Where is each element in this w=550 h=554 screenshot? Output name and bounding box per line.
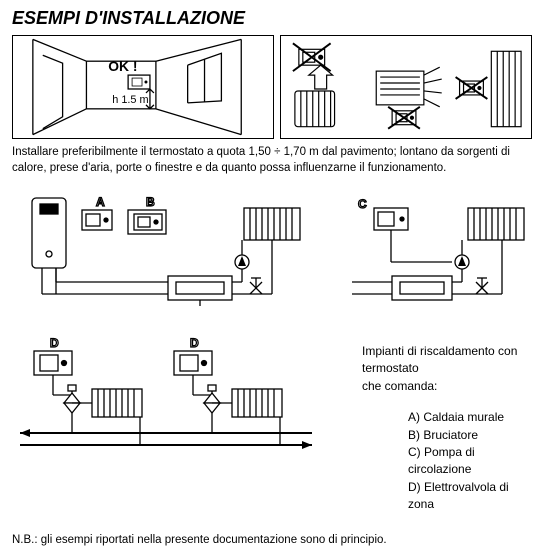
label-c: C xyxy=(358,197,367,211)
bad-window-icon xyxy=(456,51,521,126)
install-caption: Installare preferibilmente il termostato… xyxy=(12,145,538,176)
page-title: ESEMPI D'INSTALLAZIONE xyxy=(12,8,538,29)
diagram-row-1: A B xyxy=(12,194,538,317)
label-d2: D xyxy=(190,337,199,350)
caption-line1: Installare preferibilmente il termostato… xyxy=(12,146,510,158)
diagram-c: C xyxy=(342,194,542,317)
legend-item-c: C) Pompa di circolazione xyxy=(408,444,538,479)
diagram-d: D xyxy=(12,337,332,460)
ok-label: OK ! xyxy=(108,58,137,74)
label-d1: D xyxy=(50,337,59,350)
panel-bad-placements xyxy=(280,35,532,139)
caption-line2: calore, prese d'aria, porte o finestre e… xyxy=(12,162,446,174)
legend-item-d: D) Elettrovalvola di zona xyxy=(408,479,538,514)
bad-above-radiator-icon xyxy=(293,43,335,126)
bad-air-vent-icon xyxy=(376,67,441,129)
diagram-ab: A B xyxy=(12,194,312,317)
legend-item-a: A) Caldaia murale xyxy=(408,409,538,426)
label-b: B xyxy=(146,195,155,209)
legend: Impianti di riscaldamento con termostato… xyxy=(362,343,538,514)
legend-item-b: B) Bruciatore xyxy=(408,427,538,444)
legend-intro-1: Impianti di riscaldamento con termostato xyxy=(362,343,538,378)
panel-room-ok: OK ! h 1.5 m xyxy=(12,35,274,139)
label-a: A xyxy=(96,195,105,209)
top-panels: OK ! h 1.5 m xyxy=(12,35,538,139)
height-label: h 1.5 m xyxy=(112,94,148,106)
legend-intro-2: che comanda: xyxy=(362,378,538,395)
nb-note: N.B.: gli esempi riportati nella present… xyxy=(12,534,538,546)
diagram-row-2: D xyxy=(12,337,538,514)
